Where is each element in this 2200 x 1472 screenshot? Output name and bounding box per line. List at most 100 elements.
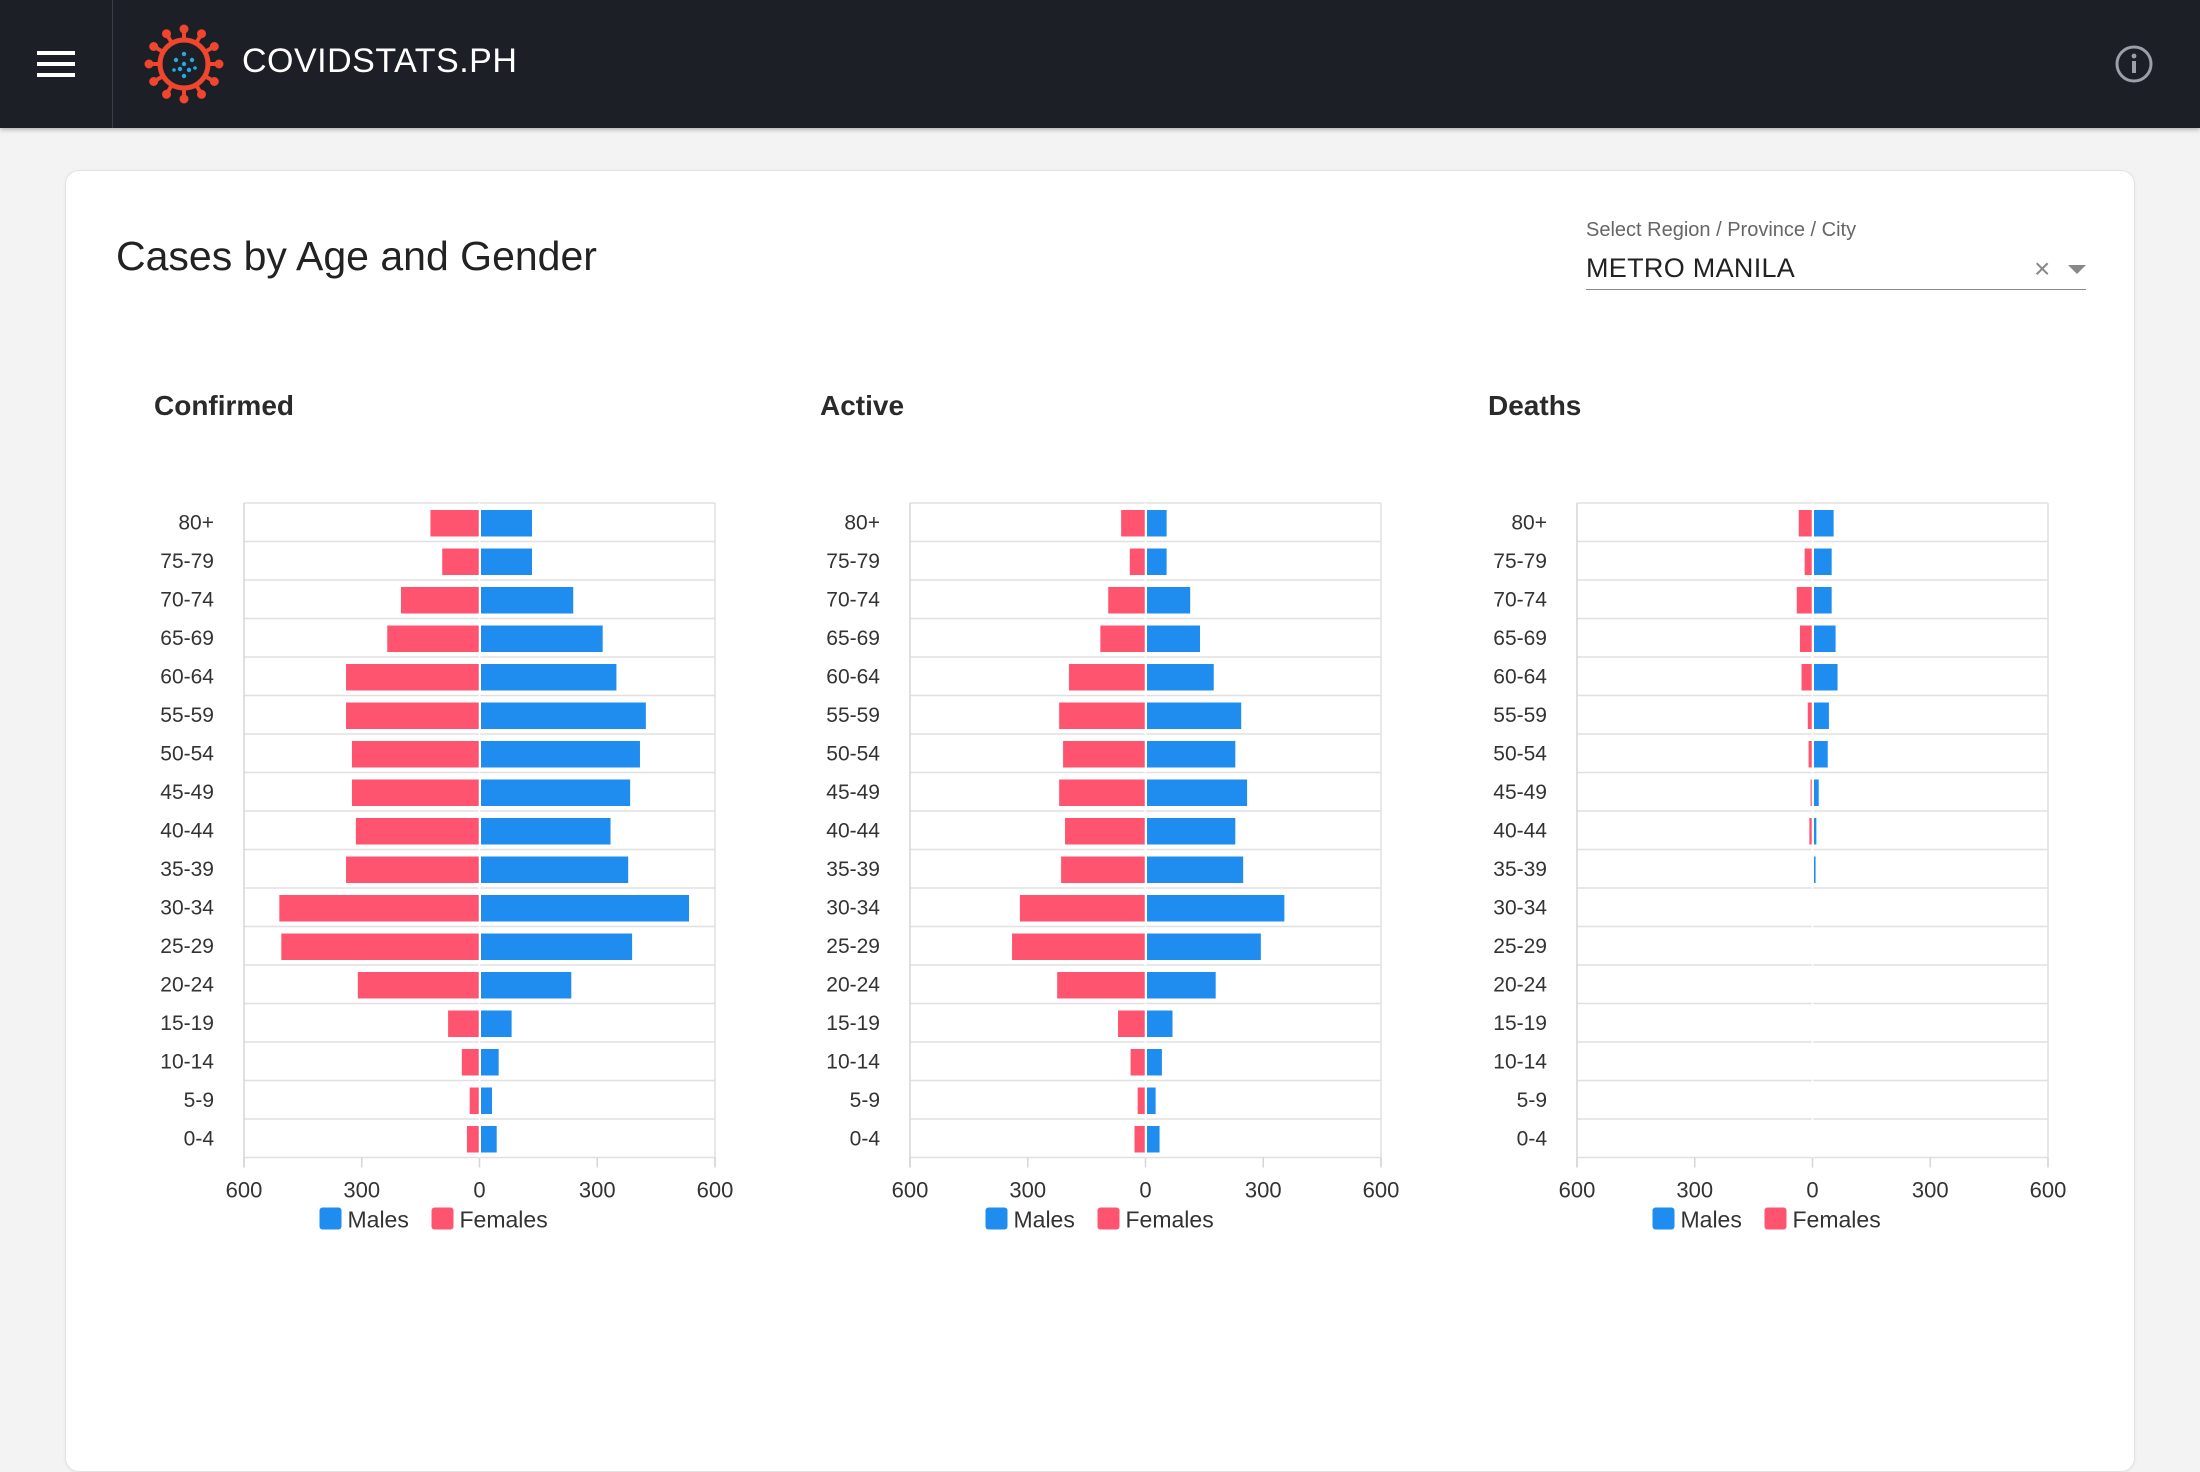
x-tick-label: 300 bbox=[1676, 1178, 1713, 1203]
age-group-label: 75-79 bbox=[826, 550, 880, 573]
age-group-label: 10-14 bbox=[826, 1050, 880, 1073]
legend-label-males: Males bbox=[1014, 1207, 1075, 1233]
age-group-label: 5-9 bbox=[850, 1089, 880, 1112]
female-bar bbox=[1807, 702, 1813, 729]
female-bar bbox=[448, 1010, 480, 1037]
female-bar bbox=[401, 587, 480, 614]
male-bar bbox=[481, 856, 629, 883]
deaths-pyramid-chart: 80+ 75-79 70-74 65-69 60-64 55-59 50-54 45-49 40… bbox=[1493, 502, 2066, 1233]
female-bar bbox=[1108, 587, 1146, 614]
x-tick-label: 600 bbox=[697, 1178, 734, 1203]
female-bar bbox=[1134, 1126, 1146, 1153]
age-group-label: 25-29 bbox=[826, 935, 880, 958]
male-bar bbox=[1147, 1010, 1173, 1037]
female-bar bbox=[1061, 856, 1146, 883]
male-bar bbox=[1814, 741, 1828, 768]
age-group-label: 10-14 bbox=[160, 1050, 214, 1073]
female-bar bbox=[1059, 702, 1146, 729]
info-icon[interactable] bbox=[2114, 44, 2154, 84]
female-bar bbox=[1129, 548, 1146, 575]
age-group-label: 30-34 bbox=[826, 896, 880, 919]
female-bar bbox=[1063, 741, 1146, 768]
female-bar bbox=[357, 972, 480, 999]
male-bar bbox=[481, 895, 690, 922]
clear-icon[interactable]: × bbox=[2034, 253, 2051, 284]
age-group-label: 20-24 bbox=[826, 973, 880, 996]
legend-label-females: Females bbox=[1793, 1207, 1881, 1233]
male-bar bbox=[1147, 548, 1167, 575]
male-bar bbox=[481, 1049, 499, 1076]
male-bar bbox=[1147, 933, 1261, 960]
region-select[interactable]: METRO MANILA × bbox=[1586, 249, 2086, 290]
female-bar bbox=[346, 664, 480, 691]
female-bar bbox=[279, 895, 480, 922]
age-group-label: 70-74 bbox=[160, 588, 214, 611]
male-bar bbox=[1147, 510, 1167, 537]
male-bar bbox=[1814, 510, 1834, 537]
region-select-value: METRO MANILA bbox=[1586, 253, 1796, 283]
chevron-down-icon[interactable] bbox=[2068, 265, 2086, 274]
female-bar bbox=[442, 548, 480, 575]
age-group-label: 40-44 bbox=[1493, 819, 1547, 842]
virus-logo-icon[interactable] bbox=[144, 24, 224, 104]
female-bar bbox=[1137, 1087, 1146, 1114]
age-group-label: 70-74 bbox=[1493, 588, 1547, 611]
male-bar bbox=[1147, 1087, 1156, 1114]
female-bar bbox=[1065, 818, 1146, 845]
female-bar bbox=[1810, 779, 1813, 806]
age-group-label: 60-64 bbox=[160, 665, 214, 688]
age-group-label: 15-19 bbox=[826, 1012, 880, 1035]
age-group-label: 30-34 bbox=[1493, 896, 1547, 919]
x-tick-label: 300 bbox=[343, 1178, 380, 1203]
age-group-label: 0-4 bbox=[184, 1127, 215, 1150]
male-bar bbox=[481, 1010, 512, 1037]
female-bar bbox=[346, 702, 480, 729]
age-group-label: 20-24 bbox=[1493, 973, 1547, 996]
age-group-label: 80+ bbox=[178, 511, 214, 534]
female-bar bbox=[1799, 625, 1813, 652]
age-group-label: 55-59 bbox=[160, 704, 214, 727]
female-bar bbox=[1057, 972, 1146, 999]
age-group-label: 10-14 bbox=[1493, 1050, 1547, 1073]
male-bar bbox=[1814, 779, 1819, 806]
female-bar bbox=[1798, 510, 1813, 537]
age-group-label: 50-54 bbox=[1493, 742, 1547, 765]
chart-title-active: Active bbox=[820, 390, 905, 421]
legend-label-males: Males bbox=[348, 1207, 409, 1233]
male-bar bbox=[1147, 1049, 1162, 1076]
menu-button[interactable] bbox=[0, 0, 113, 128]
female-bar bbox=[1118, 1010, 1146, 1037]
male-bar bbox=[1147, 818, 1236, 845]
legend-swatch-females bbox=[1764, 1207, 1787, 1230]
male-bar bbox=[481, 818, 611, 845]
female-bar bbox=[1059, 779, 1146, 806]
male-bar bbox=[481, 625, 603, 652]
female-bar bbox=[1809, 818, 1813, 845]
female-bar bbox=[355, 818, 480, 845]
x-tick-label: 300 bbox=[1009, 1178, 1046, 1203]
brand-title[interactable]: COVIDSTATS.PH bbox=[242, 42, 518, 80]
chart-title-deaths: Deaths bbox=[1488, 390, 1582, 421]
male-bar bbox=[1147, 779, 1248, 806]
region-select-label: Select Region / Province / City bbox=[1586, 219, 1857, 241]
age-group-label: 50-54 bbox=[826, 742, 880, 765]
male-bar bbox=[481, 741, 640, 768]
male-bar bbox=[1814, 818, 1817, 845]
top-app-bar: COVIDSTATS.PH bbox=[0, 0, 2200, 128]
age-group-label: 80+ bbox=[844, 511, 880, 534]
age-group-label: 20-24 bbox=[160, 973, 214, 996]
male-bar bbox=[481, 779, 631, 806]
female-bar bbox=[1068, 664, 1146, 691]
legend-swatch-females bbox=[431, 1207, 454, 1230]
age-group-label: 55-59 bbox=[1493, 704, 1547, 727]
x-tick-label: 600 bbox=[892, 1178, 929, 1203]
age-group-label: 0-4 bbox=[1517, 1127, 1548, 1150]
age-group-label: 5-9 bbox=[184, 1089, 214, 1112]
x-tick-label: 0 bbox=[1806, 1178, 1818, 1203]
age-group-label: 60-64 bbox=[826, 665, 880, 688]
age-group-label: 25-29 bbox=[1493, 935, 1547, 958]
age-group-label: 45-49 bbox=[160, 781, 214, 804]
chart-title-confirmed: Confirmed bbox=[154, 390, 294, 421]
female-bar bbox=[1130, 1049, 1146, 1076]
male-bar bbox=[1147, 702, 1242, 729]
